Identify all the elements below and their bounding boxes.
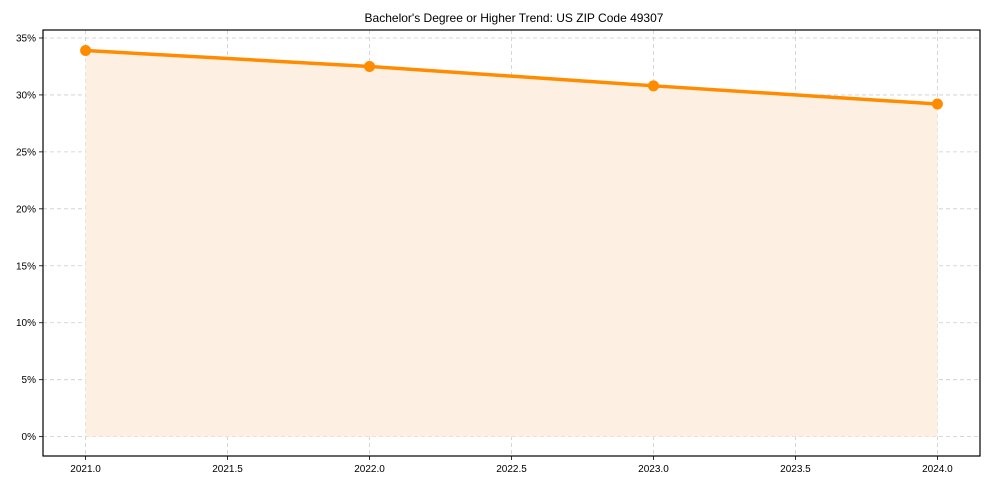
y-tick-label: 30%: [16, 90, 36, 101]
x-tick-label: 2024.0: [922, 464, 953, 475]
y-tick-label: 25%: [16, 147, 36, 158]
x-tick-label: 2021.5: [212, 464, 243, 475]
y-tick-label: 0%: [22, 432, 37, 443]
y-tick-label: 10%: [16, 318, 36, 329]
data-point-marker: [931, 98, 943, 110]
chart-title: Bachelor's Degree or Higher Trend: US ZI…: [365, 11, 664, 25]
y-tick-label: 15%: [16, 261, 36, 272]
y-tick-label: 5%: [22, 375, 37, 386]
x-axis: 2021.0 2021.5 2022.0 2022.5 2023.0 2023.5 2024…: [70, 456, 953, 475]
x-tick-label: 2022.0: [354, 464, 385, 475]
data-point-marker: [647, 80, 659, 92]
x-tick-label: 2021.0: [70, 464, 101, 475]
data-point-marker: [80, 45, 92, 57]
x-tick-label: 2023.0: [638, 464, 669, 475]
x-tick-label: 2022.5: [496, 464, 527, 475]
data-markers: [80, 45, 943, 110]
y-tick-label: 20%: [16, 204, 36, 215]
y-axis: 0% 5% 10% 15% 20% 25% 30% 35%: [16, 33, 43, 443]
trend-line: [85, 48, 938, 106]
x-tick-label: 2023.5: [780, 464, 811, 475]
data-point-marker: [364, 60, 376, 72]
area-fill: [85, 50, 938, 437]
y-tick-label: 35%: [16, 33, 36, 44]
